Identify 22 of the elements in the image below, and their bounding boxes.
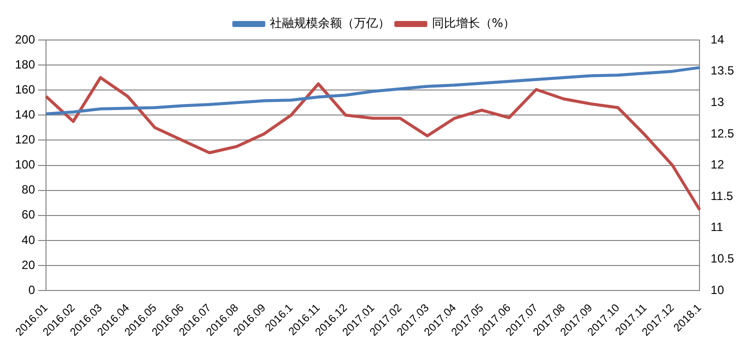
y-tick-label: 120 (14, 132, 36, 147)
y-tick-label: 100 (14, 158, 36, 172)
y-tick-label: 200 (14, 32, 36, 46)
y2-tick-label: 14 (710, 32, 724, 46)
y2-tick-label: 11 (710, 220, 724, 234)
y-tick-label: 180 (14, 57, 36, 72)
y2-tick-label: 13 (710, 94, 724, 109)
y-tick-label: 160 (14, 82, 36, 96)
y2-tick-label: 10.5 (710, 252, 734, 266)
y2-tick-label: 10 (710, 282, 724, 297)
y-tick-label: 40 (22, 232, 36, 247)
y2-tick-label: 13.5 (710, 64, 734, 78)
y-tick-label: 140 (14, 107, 36, 122)
y2-tick-label: 12 (710, 158, 724, 172)
y2-tick-label: 11.5 (710, 188, 734, 203)
y2-tick-label: 12.5 (710, 126, 734, 140)
legend-label: 社融规模余额（万亿） (270, 16, 390, 30)
y-tick-label: 60 (22, 208, 36, 222)
y-tick-label: 0 (28, 282, 36, 297)
y-tick-label: 20 (22, 258, 36, 272)
y-tick-label: 80 (22, 182, 36, 197)
legend-label: 同比增长（%） (432, 16, 516, 30)
